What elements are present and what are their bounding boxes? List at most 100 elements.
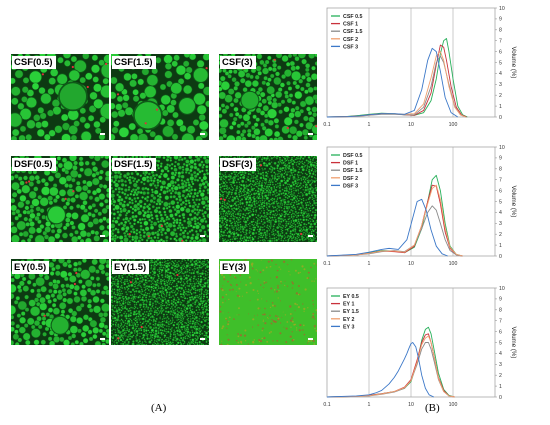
y-tick-label: 3 bbox=[499, 82, 502, 88]
y-tick-label: 1 bbox=[499, 384, 502, 390]
y-axis-label: Volume (%) bbox=[510, 327, 517, 359]
size-distribution-chart-ey: 0.1110100012345678910Granule diameter(μm… bbox=[312, 282, 550, 410]
legend-entry: DSF 3 bbox=[343, 183, 358, 189]
micrograph-image bbox=[111, 156, 209, 242]
legend-entry: CSF 1 bbox=[343, 22, 358, 28]
y-tick-label: 5 bbox=[499, 340, 502, 346]
y-tick-label: 0 bbox=[499, 115, 502, 121]
y-tick-label: 6 bbox=[499, 188, 502, 194]
y-tick-label: 2 bbox=[499, 232, 502, 238]
x-tick-label: 0.1 bbox=[323, 402, 330, 408]
size-distribution-chart-dsf: 0.1110100012345678910Granule diameter(μm… bbox=[312, 141, 550, 269]
y-tick-label: 3 bbox=[499, 362, 502, 368]
x-tick-label: 10 bbox=[408, 122, 414, 128]
y-tick-label: 10 bbox=[499, 6, 505, 12]
y-tick-label: 10 bbox=[499, 145, 505, 151]
y-tick-label: 10 bbox=[499, 286, 505, 292]
panel-a-letter: (A) bbox=[151, 402, 167, 414]
y-tick-label: 2 bbox=[499, 93, 502, 99]
micrograph-image bbox=[111, 259, 209, 345]
micrograph-label: EY(1.5) bbox=[112, 261, 150, 274]
micrograph-ey-0-5: EY(0.5) bbox=[11, 259, 109, 345]
y-tick-label: 3 bbox=[499, 221, 502, 227]
x-tick-label: 1 bbox=[368, 261, 371, 267]
y-tick-label: 8 bbox=[499, 167, 502, 173]
y-tick-label: 6 bbox=[499, 49, 502, 55]
y-tick-label: 6 bbox=[499, 329, 502, 335]
micrograph-ey-3: EY(3) bbox=[219, 259, 317, 345]
y-tick-label: 7 bbox=[499, 39, 502, 45]
series-line-4 bbox=[326, 184, 463, 257]
legend-entry: EY 3 bbox=[343, 324, 354, 330]
legend-entry: DSF 1 bbox=[343, 161, 358, 167]
y-tick-label: 0 bbox=[499, 395, 502, 401]
y-tick-label: 4 bbox=[499, 351, 502, 357]
scale-bar bbox=[100, 133, 105, 135]
series-line-1 bbox=[326, 38, 468, 118]
y-tick-label: 4 bbox=[499, 71, 502, 77]
series-line-5 bbox=[326, 342, 435, 398]
x-tick-label: 1 bbox=[368, 122, 371, 128]
micrograph-csf-1-5: CSF(1.5) bbox=[111, 54, 209, 140]
y-tick-label: 7 bbox=[499, 178, 502, 184]
scale-bar bbox=[308, 235, 313, 237]
series-line-3 bbox=[326, 205, 463, 257]
series-line-4 bbox=[326, 51, 466, 118]
legend-entry: DSF 2 bbox=[343, 176, 358, 182]
series-line-2 bbox=[326, 44, 467, 118]
series-line-2 bbox=[326, 184, 463, 257]
chart-svg: 0.1110100012345678910Granule diameter(μm… bbox=[323, 145, 517, 267]
scale-bar bbox=[200, 133, 205, 135]
x-tick-label: 1 bbox=[368, 402, 371, 408]
x-tick-label: 100 bbox=[449, 122, 458, 128]
micrograph-csf-3: CSF(3) bbox=[219, 54, 317, 140]
micrograph-label: EY(0.5) bbox=[12, 261, 50, 274]
panel-b: 0.1110100012345678910Granule diameter(μm… bbox=[312, 0, 550, 425]
size-distribution-chart-csf: 0.1110100012345678910Granule diameter(μm… bbox=[312, 2, 550, 130]
x-tick-label: 10 bbox=[408, 261, 414, 267]
y-tick-label: 8 bbox=[499, 28, 502, 34]
y-tick-label: 5 bbox=[499, 199, 502, 205]
legend-entry: EY 2 bbox=[343, 317, 354, 323]
y-tick-label: 1 bbox=[499, 243, 502, 249]
legend-entry: DSF 0.5 bbox=[343, 153, 362, 159]
scale-bar bbox=[100, 338, 105, 340]
panel-a: CSF(0.5) CSF(1.5) CSF(3) DSF(0.5) DSF(1.… bbox=[11, 54, 317, 414]
scale-bar bbox=[200, 338, 205, 340]
legend-entry: EY 0.5 bbox=[343, 294, 359, 300]
y-tick-label: 7 bbox=[499, 319, 502, 325]
legend-entry: CSF 1.5 bbox=[343, 29, 362, 35]
y-tick-label: 4 bbox=[499, 210, 502, 216]
y-axis-label: Volume (%) bbox=[510, 186, 517, 218]
y-tick-label: 0 bbox=[499, 254, 502, 260]
x-tick-label: 0.1 bbox=[323, 261, 330, 267]
y-tick-label: 8 bbox=[499, 308, 502, 314]
micrograph-label: DSF(3) bbox=[220, 158, 256, 171]
y-tick-label: 9 bbox=[499, 156, 502, 162]
y-axis-label: Volume (%) bbox=[510, 47, 517, 79]
micrograph-label: CSF(1.5) bbox=[112, 56, 156, 69]
x-tick-label: 100 bbox=[449, 402, 458, 408]
x-tick-label: 100 bbox=[449, 261, 458, 267]
micrograph-csf-0-5: CSF(0.5) bbox=[11, 54, 109, 140]
micrograph-label: CSF(3) bbox=[220, 56, 256, 69]
micrograph-dsf-1-5: DSF(1.5) bbox=[111, 156, 209, 242]
series-line-3 bbox=[326, 342, 455, 398]
legend-entry: CSF 0.5 bbox=[343, 14, 362, 20]
legend-entry: DSF 1.5 bbox=[343, 168, 362, 174]
y-tick-label: 5 bbox=[499, 60, 502, 66]
micrograph-ey-1-5: EY(1.5) bbox=[111, 259, 209, 345]
micrograph-image bbox=[219, 156, 317, 242]
micrograph-dsf-3: DSF(3) bbox=[219, 156, 317, 242]
y-tick-label: 1 bbox=[499, 104, 502, 110]
legend-entry: EY 1.5 bbox=[343, 309, 359, 315]
y-tick-label: 9 bbox=[499, 17, 502, 23]
series-line-5 bbox=[326, 198, 448, 257]
scale-bar bbox=[308, 133, 313, 135]
scale-bar bbox=[308, 338, 313, 340]
x-tick-label: 10 bbox=[408, 402, 414, 408]
y-tick-label: 2 bbox=[499, 373, 502, 379]
micrograph-dsf-0-5: DSF(0.5) bbox=[11, 156, 109, 242]
chart-svg: 0.1110100012345678910Granule diameter(μm… bbox=[323, 286, 517, 408]
micrograph-label: EY(3) bbox=[220, 261, 250, 274]
